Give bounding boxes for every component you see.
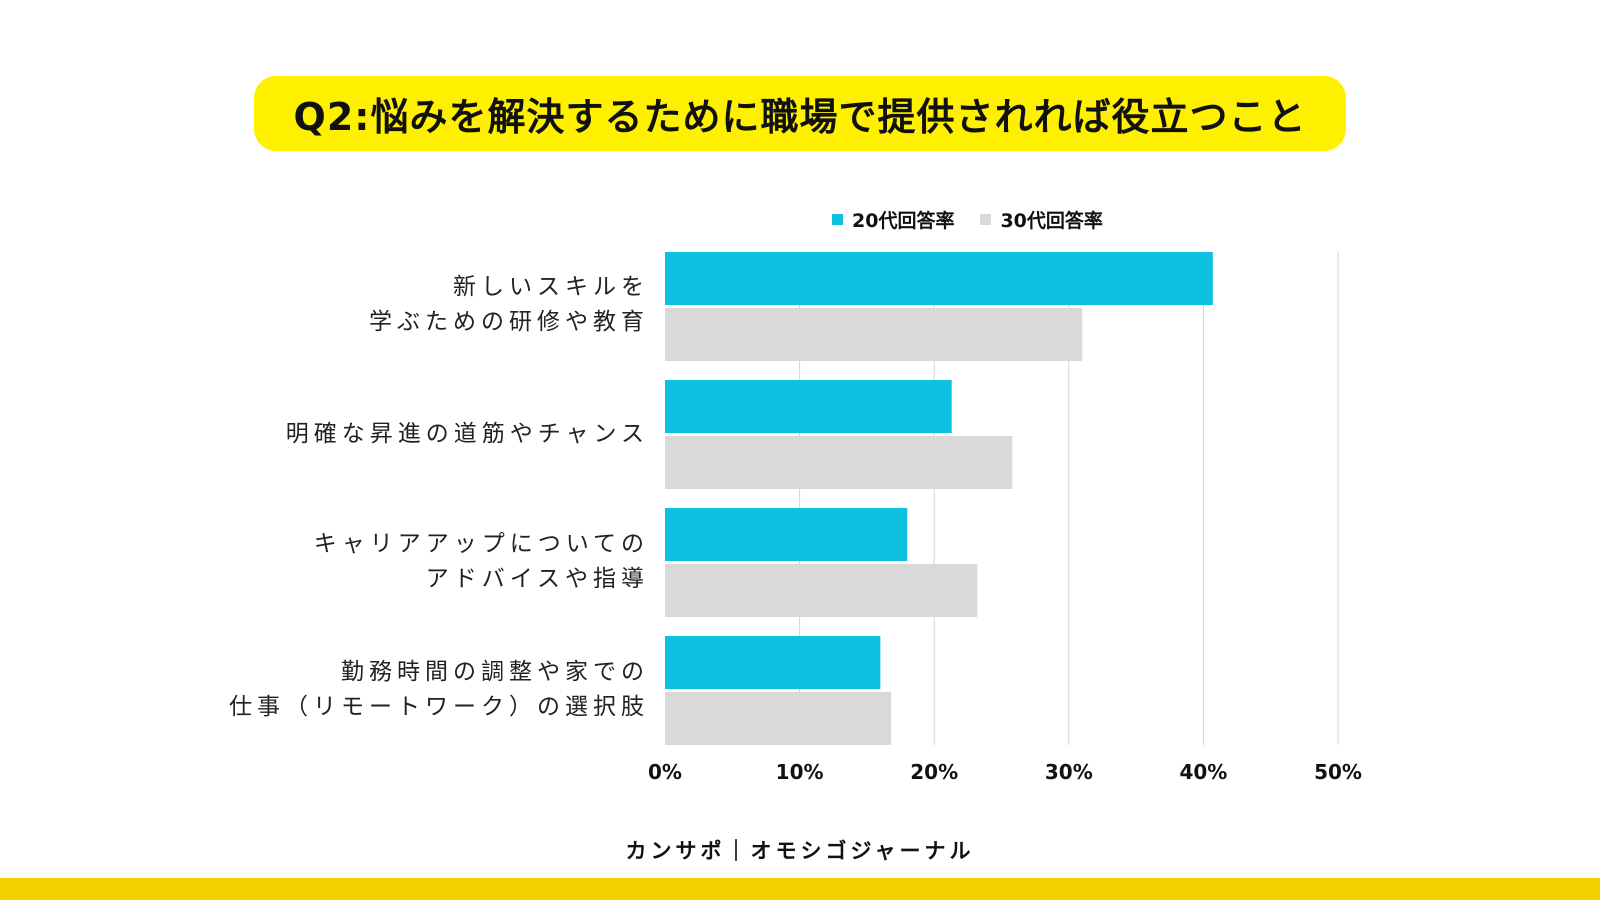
legend-swatch-20s bbox=[832, 213, 843, 225]
bar-30s bbox=[665, 692, 892, 745]
x-tick-label: 40% bbox=[1179, 760, 1227, 784]
category-label-line: 学ぶための研修や教育 bbox=[369, 309, 649, 335]
bar-30s bbox=[665, 436, 1013, 489]
bottom-bar bbox=[0, 878, 1600, 900]
legend: 20代回答率 30代回答率 bbox=[832, 206, 1103, 232]
x-tick-label: 0% bbox=[648, 760, 682, 784]
category-label-line: キャリアアップについての bbox=[313, 531, 649, 557]
legend-item-30s: 30代回答率 bbox=[980, 206, 1103, 233]
title-banner: Q2:悩みを解決するために職場で提供されれば役立つこと bbox=[254, 76, 1346, 151]
bar-20s bbox=[665, 380, 952, 433]
legend-swatch-30s bbox=[980, 213, 992, 225]
category-label-line: アドバイスや指導 bbox=[425, 566, 649, 592]
category-label-line: 仕事（リモートワーク）の選択肢 bbox=[229, 694, 649, 720]
category-label-promotion: 明確な昇進の道筋やチャンス bbox=[286, 417, 649, 452]
x-tick-label: 10% bbox=[776, 760, 824, 784]
bar-chart: 0% 10% 20% 30% 40% 50% bbox=[648, 252, 1362, 784]
x-tick-label: 30% bbox=[1045, 760, 1093, 784]
x-tick-label: 20% bbox=[910, 760, 958, 784]
x-tick-label: 50% bbox=[1314, 760, 1362, 784]
category-label-career-advice: キャリアアップについての アドバイスや指導 bbox=[314, 527, 649, 597]
category-label-line: 新しいスキルを bbox=[453, 274, 649, 300]
bar-30s bbox=[665, 308, 1083, 361]
bar-20s bbox=[665, 636, 881, 689]
category-label-line: 勤務時間の調整や家での bbox=[341, 659, 649, 685]
bar-20s bbox=[665, 508, 908, 561]
legend-label-20s: 20代回答率 bbox=[852, 209, 955, 232]
category-label-skills: 新しいスキルを 学ぶための研修や教育 bbox=[369, 270, 649, 340]
legend-item-20s: 20代回答率 bbox=[832, 206, 954, 233]
footer-credit: カンサポ｜オモシゴジャーナル bbox=[625, 839, 975, 863]
bar-20s bbox=[665, 252, 1213, 305]
legend-label-30s: 30代回答率 bbox=[1000, 209, 1103, 232]
bar-30s bbox=[665, 564, 978, 617]
chart-title: Q2:悩みを解決するために職場で提供されれば役立つこと bbox=[293, 95, 1307, 139]
category-label-remote-work: 勤務時間の調整や家での 仕事（リモートワーク）の選択肢 bbox=[229, 655, 649, 725]
category-label-line: 明確な昇進の道筋やチャンス bbox=[285, 421, 649, 447]
